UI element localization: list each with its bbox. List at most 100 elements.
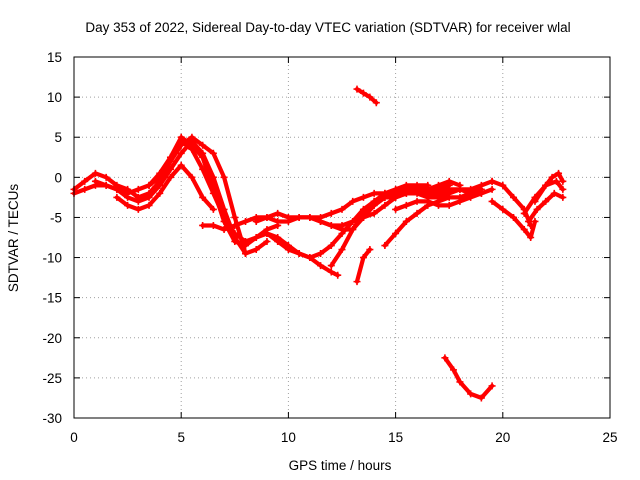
data-point (338, 246, 346, 254)
data-point (177, 141, 185, 149)
x-tick-labels: 0 5 10 15 20 25 (70, 430, 617, 445)
data-point (445, 185, 453, 193)
data-point (317, 262, 325, 270)
y-tick-label: -10 (42, 251, 62, 266)
series-line-trace-15 (442, 355, 495, 400)
data-point (402, 181, 410, 189)
data-point (274, 209, 282, 217)
data-point (392, 185, 400, 193)
data-point (81, 177, 89, 185)
data-point (392, 229, 400, 237)
data-point (124, 201, 132, 209)
data-point (559, 193, 567, 201)
y-tick-label: 0 (54, 170, 62, 185)
data-point (353, 278, 361, 286)
data-point (295, 250, 303, 258)
data-point (456, 185, 464, 193)
data-point (156, 189, 164, 197)
data-point (263, 213, 271, 221)
y-tick-label: -5 (50, 210, 62, 225)
data-point (456, 378, 464, 386)
data-point (327, 221, 335, 229)
data-point (349, 197, 357, 205)
data-point (124, 189, 132, 197)
data-point (156, 181, 164, 189)
data-point (209, 221, 217, 229)
data-point (527, 234, 535, 241)
data-point (510, 193, 518, 201)
data-point (199, 153, 207, 161)
y-tick-label: 5 (54, 130, 62, 145)
data-point (252, 234, 260, 241)
data-point (531, 197, 539, 205)
plot-frame (73, 56, 611, 419)
data-point (199, 141, 207, 149)
series-line-trace-5 (146, 135, 248, 256)
data-point (467, 390, 475, 398)
data-point (113, 193, 121, 201)
data-point (488, 382, 496, 390)
data-point (366, 246, 374, 254)
data-point (424, 181, 432, 189)
data-point (188, 173, 196, 181)
data-point (274, 217, 282, 225)
data-point (525, 217, 533, 225)
data-point (359, 193, 367, 201)
data-point (231, 213, 239, 221)
data-point (370, 197, 378, 205)
axis-ticks (73, 56, 611, 419)
data-point (424, 197, 432, 205)
data-point (284, 246, 292, 254)
data-point (456, 197, 464, 205)
data-point (209, 205, 217, 213)
data-point (334, 271, 342, 279)
data-point (542, 181, 550, 189)
y-tick-label: -20 (42, 331, 62, 346)
x-tick-label: 20 (495, 430, 510, 445)
data-point (488, 185, 496, 193)
x-tick-label: 5 (177, 430, 185, 445)
data-point (242, 217, 250, 225)
y-tick-label: 10 (47, 90, 62, 105)
data-point (370, 189, 378, 197)
data-point (488, 197, 496, 205)
x-tick-label: 15 (388, 430, 403, 445)
data-point (134, 205, 142, 213)
data-point (467, 193, 475, 201)
series-line-trace-4 (114, 163, 216, 212)
data-point (338, 229, 346, 237)
data-point (199, 193, 207, 201)
data-point (263, 229, 271, 237)
data-point (166, 157, 174, 165)
data-point (220, 173, 228, 181)
y-tick-label: -15 (42, 291, 62, 306)
x-tick-label: 10 (281, 430, 296, 445)
data-point (81, 185, 89, 193)
data-point (284, 213, 292, 221)
data-point (424, 189, 432, 197)
data-point (552, 177, 560, 185)
data-point (177, 149, 185, 157)
data-point (520, 225, 528, 233)
data-point (445, 177, 453, 185)
data-point (550, 189, 558, 197)
data-point (91, 169, 99, 177)
data-point (413, 209, 421, 217)
data-point (520, 209, 528, 217)
data-point (434, 201, 442, 209)
data-point (156, 173, 164, 181)
data-point (338, 205, 346, 213)
data-point (353, 85, 361, 93)
series-line-trace-3 (93, 135, 280, 248)
data-point (510, 213, 518, 221)
data-point (434, 181, 442, 189)
data-point (477, 189, 485, 197)
data-point (177, 161, 185, 169)
data-point (295, 213, 303, 221)
data-point (499, 205, 507, 213)
data-point (102, 173, 110, 181)
data-point (445, 193, 453, 201)
data-point (220, 217, 228, 225)
data-point (145, 181, 153, 189)
